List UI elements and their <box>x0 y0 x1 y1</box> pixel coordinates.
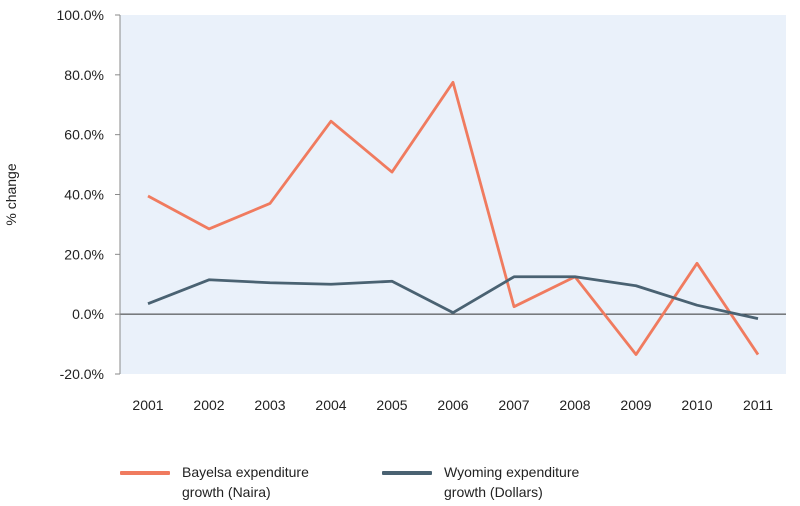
x-tick-labels: 2001 2002 2003 2004 2005 2006 2007 2008 2009 2010… <box>132 397 773 413</box>
legend-label-line2: growth (Dollars) <box>444 484 543 500</box>
x-tick-label: 2008 <box>559 397 590 413</box>
x-tick-label: 2004 <box>315 397 346 413</box>
series-line-bayelsa <box>147 80 760 356</box>
y-tick-label: 40.0% <box>64 187 104 203</box>
legend-label-wyoming: Wyoming expenditure growth (Dollars) <box>444 462 614 502</box>
plot-background <box>120 15 786 374</box>
y-tick-label: 100.0% <box>57 7 104 23</box>
x-tick-label: 2010 <box>681 397 712 413</box>
y-tick-label: 60.0% <box>64 127 104 143</box>
y-axis-title: % change <box>3 163 19 225</box>
legend: Bayelsa expenditure growth (Naira) Wyomi… <box>120 462 800 506</box>
legend-swatch-bayelsa <box>120 471 170 475</box>
y-tick-label: -20.0% <box>60 366 104 382</box>
legend-item-bayelsa: Bayelsa expenditure growth (Naira) <box>120 462 352 502</box>
y-tick-label: 20.0% <box>64 246 104 262</box>
legend-swatch-wyoming <box>382 471 432 475</box>
y-tick-label: 80.0% <box>64 67 104 83</box>
y-tick-label: 0.0% <box>72 306 104 322</box>
x-tick-label: 2009 <box>620 397 651 413</box>
x-tick-label: 2003 <box>254 397 285 413</box>
x-tick-label: 2007 <box>498 397 529 413</box>
x-tick-label: 2002 <box>193 397 224 413</box>
legend-item-wyoming: Wyoming expenditure growth (Dollars) <box>382 462 614 502</box>
x-tick-label: 2006 <box>437 397 468 413</box>
legend-label-bayelsa: Bayelsa expenditure growth (Naira) <box>182 462 352 502</box>
x-tick-label: 2001 <box>132 397 163 413</box>
legend-label-line2: growth (Naira) <box>182 484 271 500</box>
y-tick-labels: -20.0% 0.0% 20.0% 40.0% 60.0% 80.0% 100.0% <box>57 7 120 382</box>
legend-label-line1: Wyoming expenditure <box>444 464 580 480</box>
legend-label-line1: Bayelsa expenditure <box>182 464 309 480</box>
x-tick-label: 2005 <box>376 397 407 413</box>
series-line-wyoming <box>147 275 759 321</box>
line-chart: -20.0% 0.0% 20.0% 40.0% 60.0% 80.0% 100.0% 200… <box>3 7 786 413</box>
x-tick-label: 2011 <box>743 397 773 413</box>
series-lines <box>147 80 760 356</box>
